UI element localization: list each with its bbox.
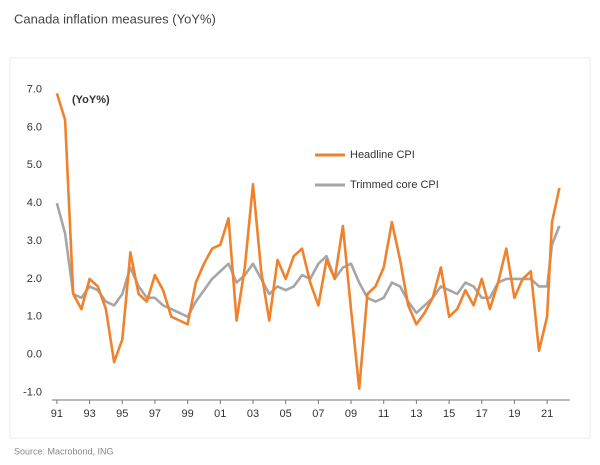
- x-tick-label: 03: [247, 408, 259, 420]
- x-tick-label: 21: [541, 408, 553, 420]
- plot-frame: [9, 57, 591, 439]
- x-tick-label: 13: [410, 408, 422, 420]
- y-tick-label: 2.0: [27, 273, 42, 285]
- legend-label: Trimmed core CPI: [350, 179, 439, 191]
- x-tick-label: 95: [116, 408, 128, 420]
- x-tick-label: 05: [280, 408, 292, 420]
- y-tick-label: 1.0: [27, 311, 42, 323]
- x-tick-label: 11: [378, 408, 389, 420]
- x-tick-label: 15: [443, 408, 455, 420]
- x-tick-label: 93: [83, 408, 95, 420]
- y-tick-label: 5.0: [27, 159, 42, 171]
- x-tick-label: 01: [214, 408, 226, 420]
- y-tick-label: 7.0: [27, 83, 42, 95]
- source: Source: Macrobond, ING: [14, 446, 114, 456]
- x-tick-label: 97: [149, 408, 161, 420]
- x-tick-label: 19: [508, 408, 520, 420]
- chart-title: Canada inflation measures (YoY%): [14, 11, 216, 26]
- annotation: (YoY%): [72, 94, 110, 106]
- x-tick-label: 91: [51, 408, 63, 420]
- x-tick-label: 17: [476, 408, 488, 420]
- legend-label: Headline CPI: [350, 149, 415, 161]
- x-tick-label: 09: [345, 408, 357, 420]
- y-tick-label: 3.0: [27, 235, 42, 247]
- y-tick-label: 6.0: [27, 121, 42, 133]
- y-tick-label: -1.0: [23, 386, 42, 398]
- line-series: [55, 93, 561, 390]
- x-tick-label: 99: [182, 408, 194, 420]
- y-tick-label: 4.0: [27, 197, 42, 209]
- x-tick-label: 07: [312, 408, 324, 420]
- y-tick-label: 0.0: [27, 348, 42, 360]
